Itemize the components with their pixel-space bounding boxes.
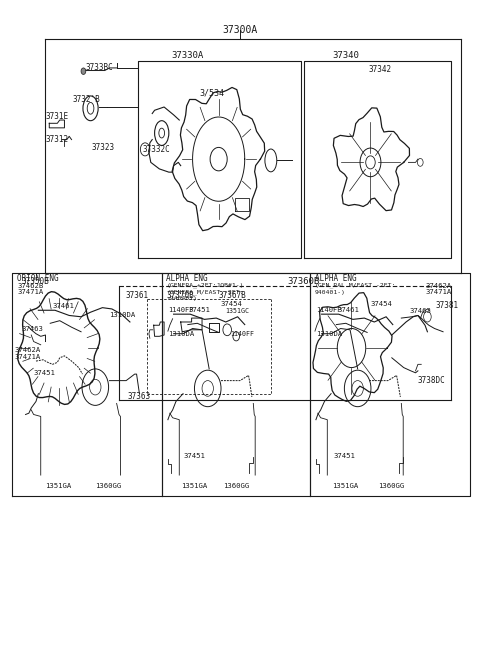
Text: -940401): -940401) bbox=[167, 296, 197, 301]
Text: 1310DA: 1310DA bbox=[168, 330, 194, 336]
Text: 37340: 37340 bbox=[333, 51, 360, 60]
Text: 3733BC: 3733BC bbox=[86, 63, 114, 72]
Text: 37451: 37451 bbox=[189, 307, 211, 313]
Text: 3731E: 3731E bbox=[46, 112, 69, 122]
Text: 37462A: 37462A bbox=[14, 347, 41, 353]
Text: 37342: 37342 bbox=[368, 66, 391, 74]
Text: 1140FP: 1140FP bbox=[168, 307, 193, 313]
Text: 37463: 37463 bbox=[410, 308, 432, 314]
Text: ALPHA ENG: ALPHA ENG bbox=[167, 274, 208, 283]
Text: 37363: 37363 bbox=[127, 392, 150, 401]
Text: (GEN_RAL.M/EAST.-2ET:: (GEN_RAL.M/EAST.-2ET: bbox=[315, 283, 396, 288]
Text: 3738DC: 3738DC bbox=[418, 376, 445, 385]
Text: 37462A: 37462A bbox=[426, 283, 452, 288]
Text: 1140FF: 1140FF bbox=[230, 330, 254, 336]
Text: 37454: 37454 bbox=[220, 301, 242, 307]
Text: 37332C: 37332C bbox=[143, 145, 170, 154]
Text: (GENERA_M/EAST.-2ET:: (GENERA_M/EAST.-2ET: bbox=[167, 289, 244, 295]
Text: 1351GA: 1351GA bbox=[46, 483, 72, 489]
Text: 37461: 37461 bbox=[337, 307, 359, 313]
Text: 1360GG: 1360GG bbox=[223, 483, 250, 489]
Text: 37471A: 37471A bbox=[17, 289, 43, 295]
Text: 37451: 37451 bbox=[183, 453, 205, 459]
Text: 37367B: 37367B bbox=[219, 292, 246, 300]
Text: 37454: 37454 bbox=[371, 301, 392, 307]
Text: (GENERA_+2ET:JOB#1-): (GENERA_+2ET:JOB#1-) bbox=[167, 283, 244, 288]
Text: 3/534: 3/534 bbox=[200, 88, 225, 97]
Text: 37312: 37312 bbox=[46, 135, 69, 144]
Text: 37462B: 37462B bbox=[17, 283, 43, 288]
Text: 1351GA: 1351GA bbox=[333, 483, 359, 489]
Text: 1140FP: 1140FP bbox=[316, 307, 341, 313]
Text: 37370B: 37370B bbox=[167, 292, 194, 300]
Text: 1360GG: 1360GG bbox=[96, 483, 121, 489]
Text: 37461: 37461 bbox=[53, 304, 74, 309]
Text: 37463: 37463 bbox=[22, 326, 44, 332]
Text: 37330A: 37330A bbox=[171, 51, 204, 60]
Text: 37350B: 37350B bbox=[22, 277, 49, 286]
Text: 37361: 37361 bbox=[125, 292, 148, 300]
Text: 940401-): 940401-) bbox=[315, 290, 346, 294]
Text: 1360GG: 1360GG bbox=[378, 483, 404, 489]
Text: 37471A: 37471A bbox=[426, 289, 452, 295]
Text: 37451: 37451 bbox=[334, 453, 356, 459]
Text: 37300A: 37300A bbox=[222, 25, 258, 35]
Text: ORION ENG: ORION ENG bbox=[17, 274, 59, 283]
Text: 37451: 37451 bbox=[34, 370, 56, 376]
Text: 37471A: 37471A bbox=[14, 354, 41, 360]
Text: 1351GC: 1351GC bbox=[225, 308, 249, 314]
Text: 37381: 37381 bbox=[435, 301, 458, 310]
Circle shape bbox=[81, 68, 86, 74]
Text: 3732'B: 3732'B bbox=[73, 95, 101, 104]
Text: 37360B: 37360B bbox=[288, 277, 320, 286]
Text: 37323: 37323 bbox=[92, 143, 115, 152]
Text: 1310DA: 1310DA bbox=[316, 330, 342, 336]
Text: ALPHA ENG: ALPHA ENG bbox=[315, 274, 357, 283]
Text: 1351GA: 1351GA bbox=[180, 483, 207, 489]
Text: 1310DA: 1310DA bbox=[109, 313, 136, 319]
